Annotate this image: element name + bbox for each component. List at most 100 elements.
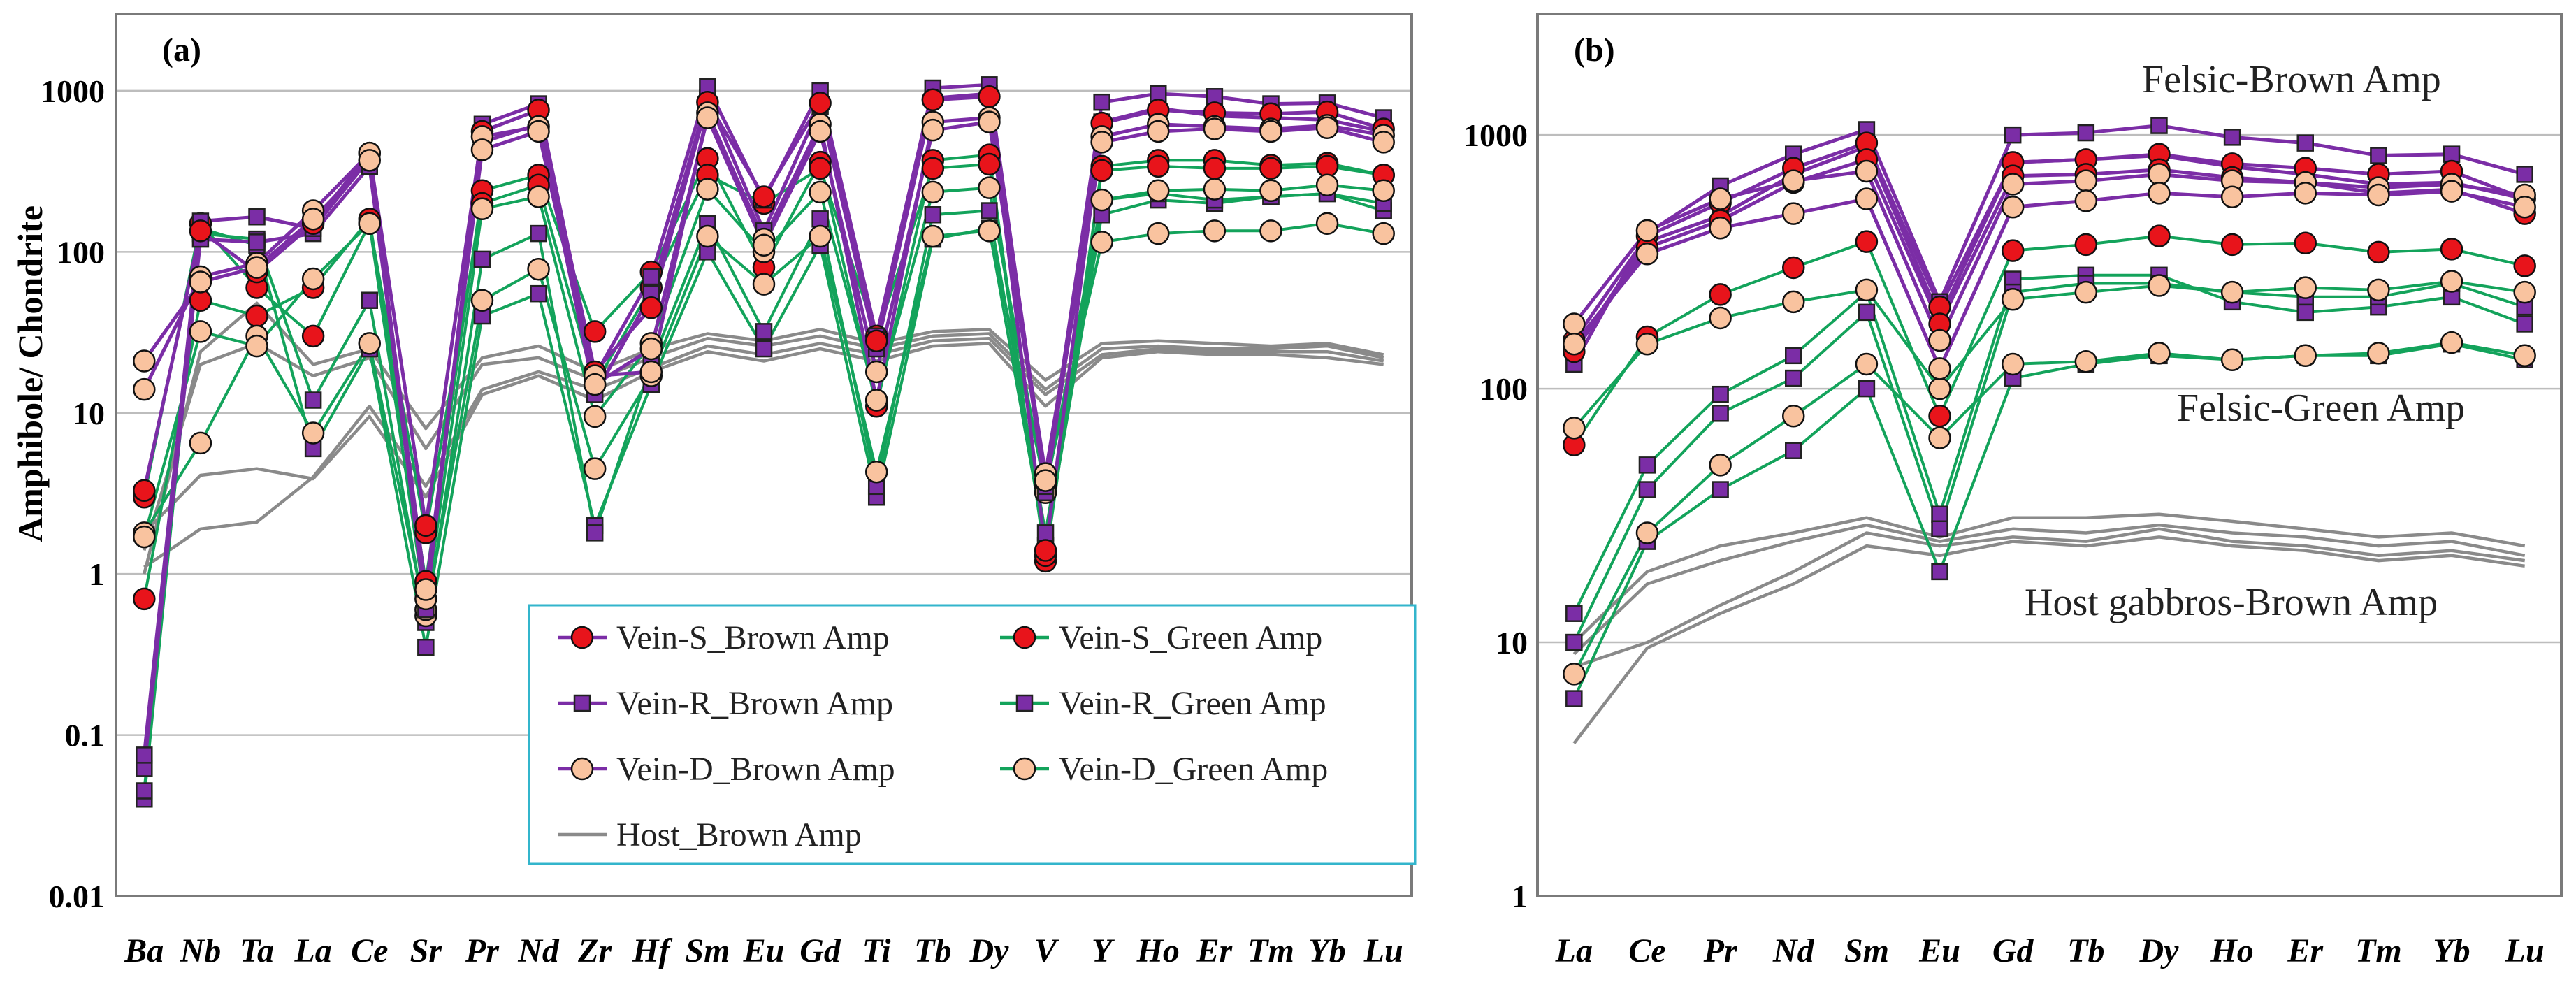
x-tick-label-tb: Tb: [2067, 932, 2104, 969]
x-tick-label-la: La: [294, 932, 331, 969]
data-point-vein-d-green-amp: [583, 405, 607, 428]
data-point-vein-s-green-amp: [301, 324, 325, 348]
x-tick-label-tb: Tb: [914, 932, 951, 969]
legend: Vein-S_Brown Amp Vein-S_Green Amp Vein-R_B…: [528, 604, 1417, 865]
data-point-vein-d-green-amp: [358, 332, 381, 355]
data-point-vein-s-green-amp: [2367, 240, 2390, 264]
data-point-vein-d-brown-amp: [2074, 189, 2098, 212]
series-line-vein-r-green-amp: [1572, 273, 2526, 614]
data-point-vein-r-brown-amp: [2004, 126, 2022, 144]
data-point-vein-r-green-amp: [136, 782, 153, 800]
data-point-vein-s-green-amp: [2220, 233, 2244, 257]
x-tick-label-er: Er: [2287, 932, 2324, 969]
data-point-vein-d-green-amp: [752, 273, 776, 296]
y-tick-label: 10: [1496, 625, 1528, 660]
data-point-vein-d-green-amp: [1090, 231, 1113, 254]
data-point-vein-d-brown-amp: [2220, 185, 2244, 209]
data-point-vein-d-brown-amp: [752, 233, 776, 257]
data-point-vein-d-brown-amp: [1034, 469, 1057, 492]
annotation-felsic-green: Felsic-Green Amp: [2177, 387, 2465, 430]
data-point-vein-d-green-amp: [133, 525, 156, 549]
y-tick-label: 0.1: [65, 718, 106, 753]
x-tick-label-gd: Gd: [799, 932, 841, 969]
data-point-vein-d-green-amp: [1147, 222, 1170, 245]
data-point-vein-s-green-amp: [1928, 405, 1951, 428]
data-point-vein-d-green-amp: [921, 224, 945, 248]
data-point-vein-s-green-amp: [2148, 224, 2171, 247]
data-point-vein-d-brown-amp: [2440, 180, 2463, 203]
data-point-vein-d-green-amp: [358, 212, 381, 236]
data-point-vein-d-green-amp: [1635, 332, 1659, 356]
x-tick-label-tm: Tm: [2355, 932, 2402, 969]
y-tick-label: 0.01: [49, 879, 106, 914]
data-point-vein-r-brown-amp: [2223, 129, 2241, 146]
data-point-vein-d-brown-amp: [1147, 120, 1170, 143]
data-point-vein-s-brown-amp: [864, 329, 888, 352]
data-point-vein-s-brown-amp: [189, 219, 212, 243]
data-point-vein-d-green-amp: [2440, 331, 2463, 354]
x-tick-label-lu: Lu: [2505, 932, 2545, 969]
data-point-vein-d-brown-amp: [2513, 195, 2536, 219]
data-point-vein-s-green-amp: [2440, 238, 2463, 261]
series-line-vein-r-brown-amp: [1572, 124, 2526, 366]
data-point-vein-d-brown-amp: [1855, 187, 1879, 210]
data-point-vein-s-brown-amp: [1034, 539, 1057, 562]
data-point-vein-d-green-amp: [1635, 521, 1659, 544]
data-point-vein-r-green-amp: [417, 638, 435, 656]
data-point-vein-d-brown-amp: [1782, 202, 1805, 225]
annotation-felsic-brown: Felsic-Brown Amp: [2142, 58, 2441, 101]
data-point-vein-d-brown-amp: [1563, 312, 1586, 335]
data-point-vein-d-green-amp: [864, 460, 888, 484]
data-point-vein-d-green-amp: [1928, 377, 1951, 400]
data-point-vein-d-brown-amp: [639, 360, 663, 384]
data-point-vein-d-brown-amp: [2148, 182, 2171, 205]
data-point-vein-s-green-amp: [133, 587, 156, 611]
data-point-vein-r-green-amp: [981, 202, 998, 219]
data-point-vein-d-green-amp: [978, 219, 1001, 243]
data-point-vein-r-green-amp: [1858, 303, 1876, 322]
data-point-vein-d-green-amp: [809, 224, 832, 248]
x-tick-label-yb: Yb: [1308, 932, 1345, 969]
data-point-vein-d-green-amp: [1928, 426, 1951, 449]
x-tick-label-eu: Eu: [743, 932, 785, 969]
x-tick-label-nd: Nd: [517, 932, 560, 969]
data-point-vein-s-brown-amp: [809, 92, 832, 115]
data-point-vein-d-brown-amp: [696, 106, 719, 129]
data-point-vein-r-green-amp: [361, 291, 378, 309]
x-tick-label-ce: Ce: [351, 932, 388, 969]
y-tick-label: 1000: [41, 73, 105, 109]
data-point-vein-d-brown-amp: [527, 120, 550, 143]
panel-a-chart: 0.01 0.1 1 10 100 1000 Ba Nb Ta La Ce Sr Pr Nd Zr Hf Sm…: [10, 13, 1413, 969]
series-line-host-brown-amp: [1572, 512, 2526, 644]
panel-a-y-tick-labels: 0.01 0.1 1 10 100 1000: [41, 73, 105, 914]
legend-item: Vein-D_Green Amp: [1000, 751, 1328, 788]
legend-label: Vein-D_Brown Amp: [616, 751, 895, 788]
data-point-vein-d-green-amp: [1259, 219, 1282, 243]
data-point-vein-r-green-amp: [1931, 520, 1948, 538]
data-point-vein-d-brown-amp: [2074, 169, 2098, 192]
data-point-vein-d-brown-amp: [1928, 328, 1951, 352]
data-point-vein-r-green-amp: [1858, 380, 1876, 398]
data-point-vein-d-brown-amp: [2001, 195, 2025, 219]
legend-marker-swatch: [1015, 694, 1034, 712]
data-point-vein-d-green-amp: [527, 257, 550, 281]
legend-item: Host_Brown Amp: [558, 816, 862, 853]
data-point-vein-d-green-amp: [2294, 344, 2317, 368]
x-tick-label-tm: Tm: [1247, 932, 1294, 969]
data-point-vein-d-green-amp: [2220, 348, 2244, 372]
data-point-vein-r-brown-amp: [248, 208, 266, 226]
panel-b-y-tick-labels: 1 10 100 1000: [1463, 117, 1528, 914]
x-tick-label-nb: Nb: [180, 932, 222, 969]
data-point-vein-s-green-amp: [2074, 233, 2098, 257]
data-point-vein-d-green-amp: [696, 178, 719, 201]
data-point-vein-d-brown-amp: [301, 208, 325, 231]
data-point-vein-d-green-amp: [2001, 352, 2025, 376]
x-tick-label-ce: Ce: [1628, 932, 1665, 969]
data-point-vein-d-green-amp: [1203, 219, 1227, 243]
data-point-vein-d-green-amp: [527, 185, 550, 208]
data-point-vein-d-green-amp: [2440, 270, 2463, 293]
legend-label: Vein-D_Green Amp: [1059, 751, 1328, 788]
series-line-host-brown-amp: [143, 342, 1384, 534]
y-tick-label: 10: [73, 396, 105, 431]
